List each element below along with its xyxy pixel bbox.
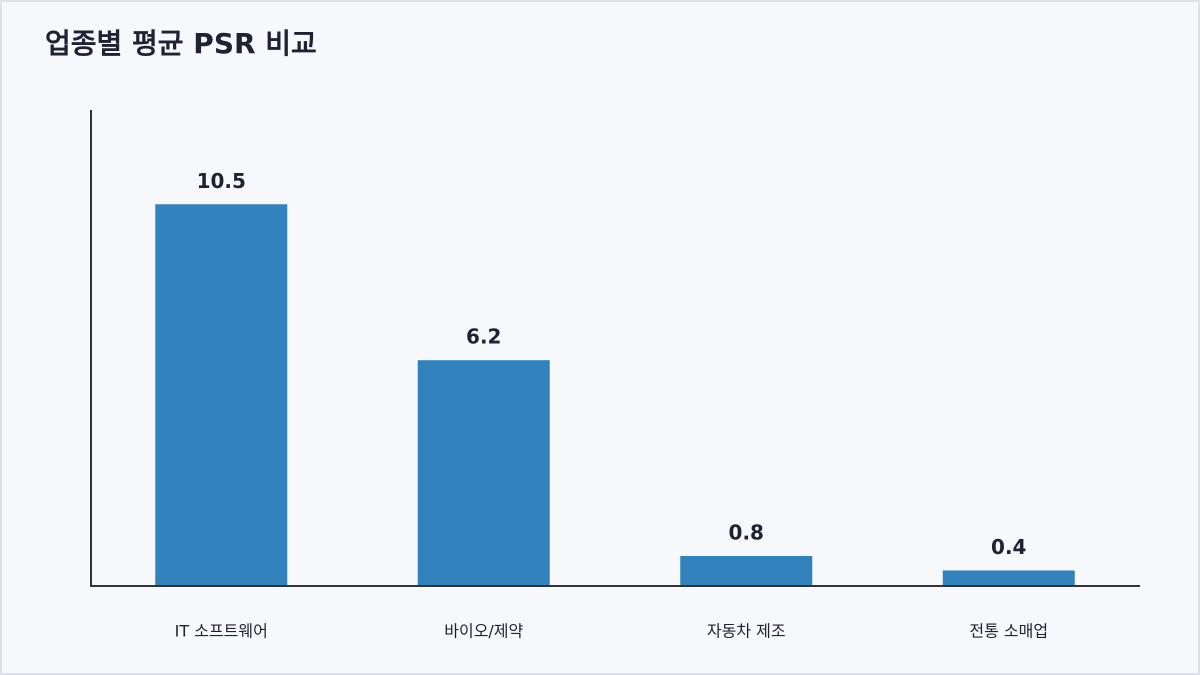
x-tick-label: IT 소프트웨어 (175, 622, 268, 641)
value-label: 6.2 (466, 325, 501, 349)
x-tick-label: 전통 소매업 (969, 622, 1048, 641)
bar (417, 360, 550, 585)
value-label: 10.5 (197, 169, 246, 193)
bar (942, 570, 1075, 585)
chart-title: 업종별 평균 PSR 비교 (45, 27, 317, 60)
value-label: 0.8 (729, 520, 764, 544)
x-tick-label: 자동차 제조 (707, 622, 786, 641)
x-tick-label: 바이오/제약 (444, 622, 523, 641)
bar (155, 204, 288, 585)
value-label: 0.4 (991, 535, 1026, 559)
bar (680, 555, 813, 585)
